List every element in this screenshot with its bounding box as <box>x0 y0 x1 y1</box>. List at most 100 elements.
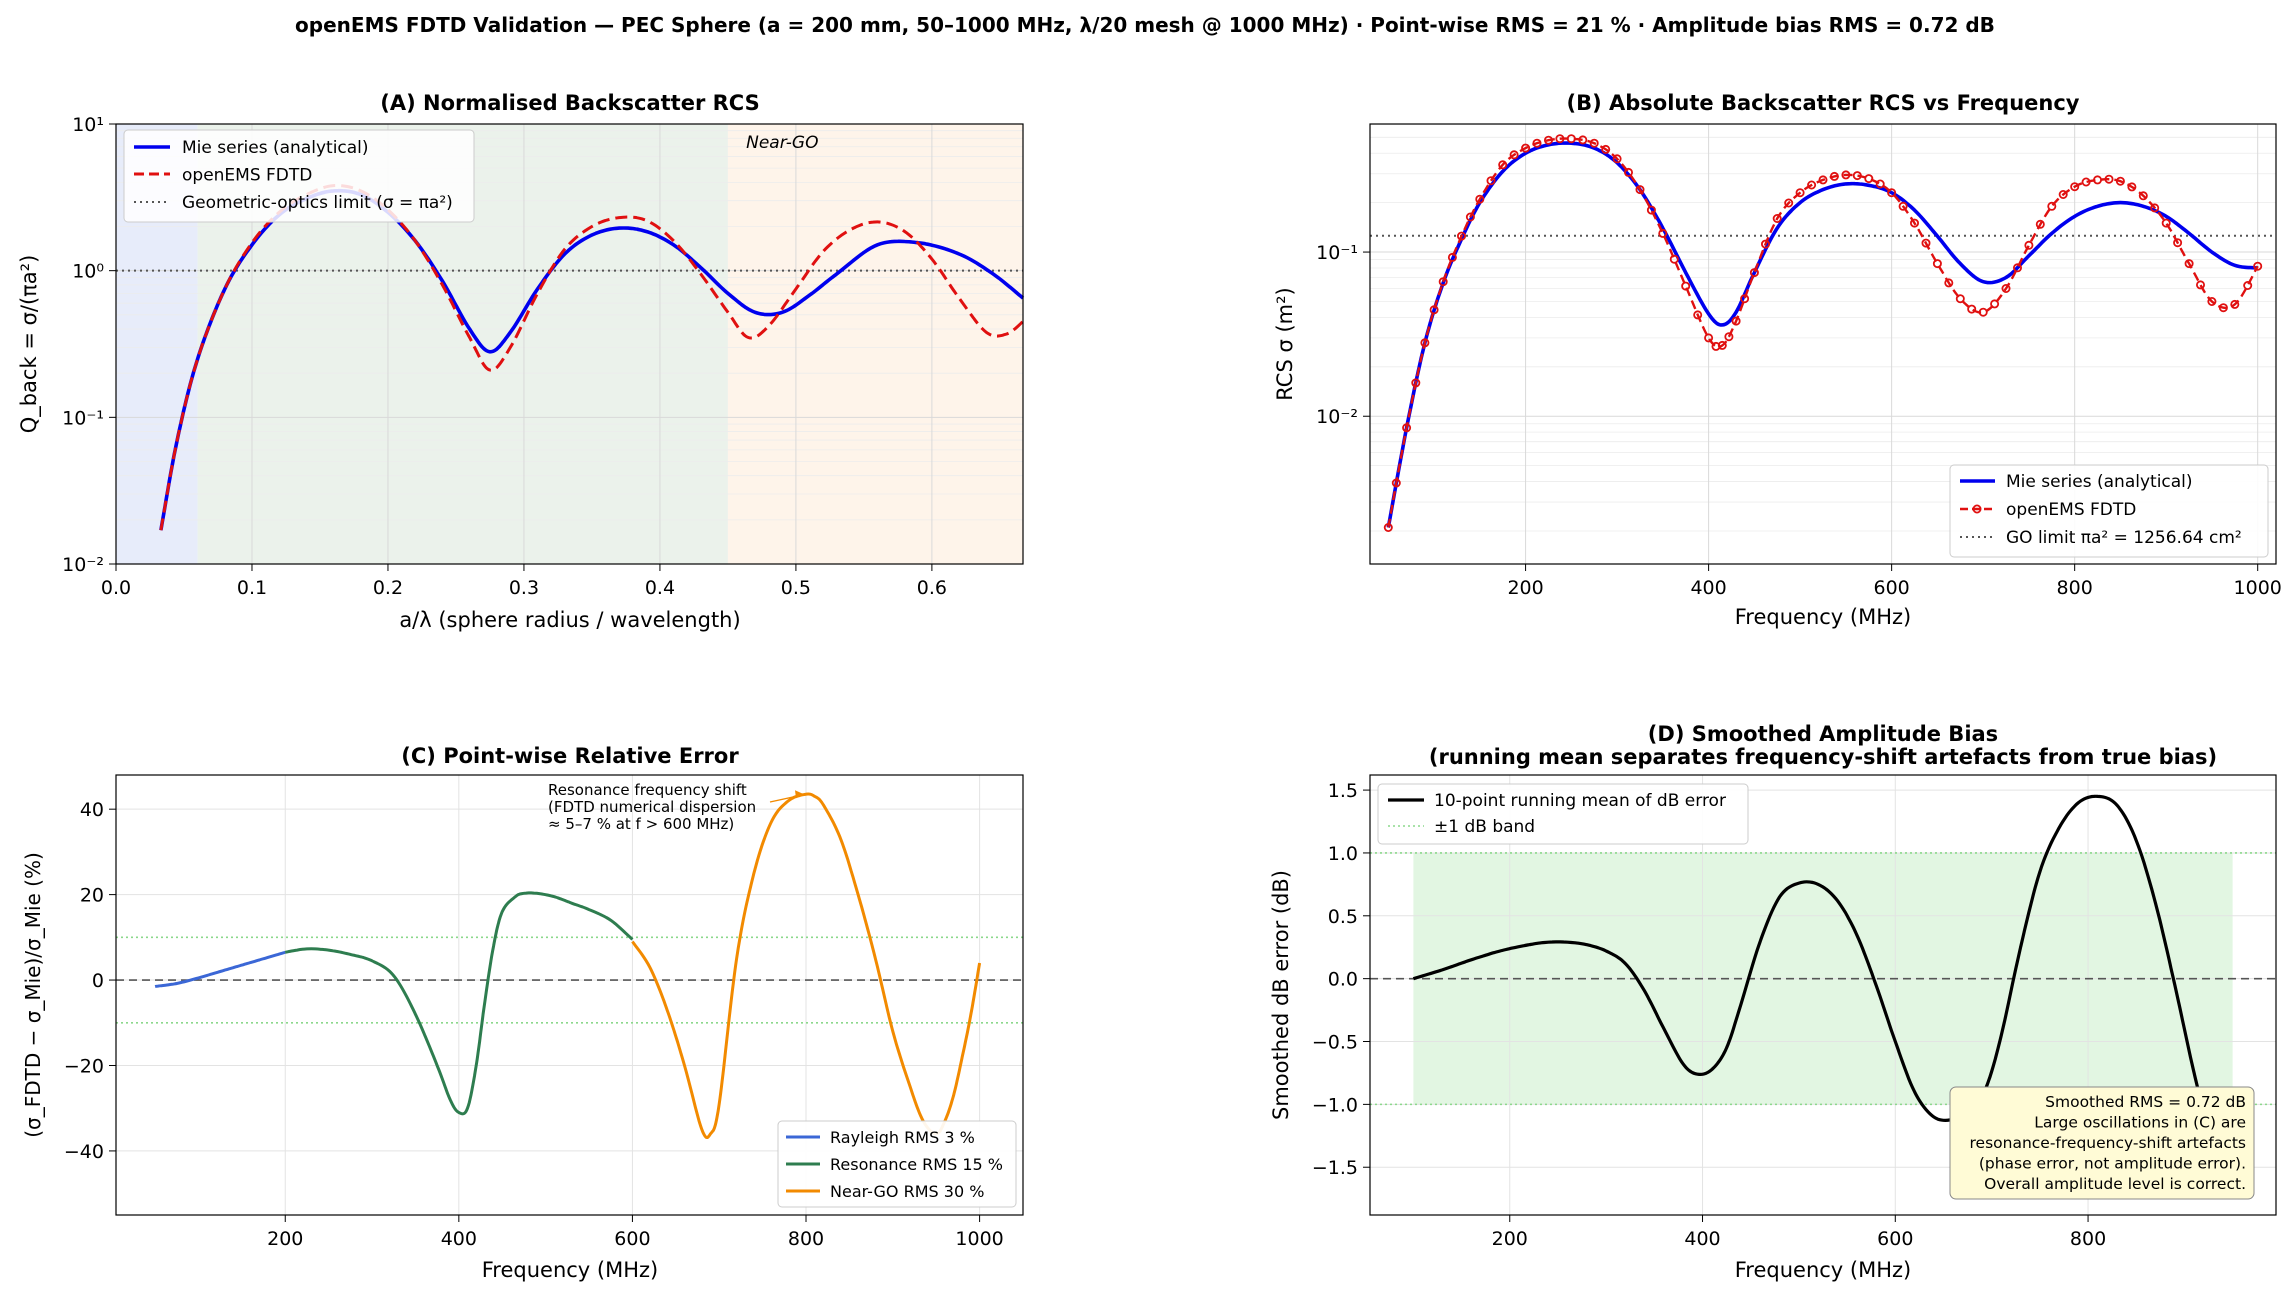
legend-label: Mie series (analytical) <box>2006 472 2193 492</box>
panel-c-title: (C) Point-wise Relative Error <box>401 744 739 768</box>
fdtd-marker <box>1457 231 1467 241</box>
y-tick-label: −40 <box>64 1141 104 1163</box>
figure-title: openEMS FDTD Validation — PEC Sphere (a … <box>295 13 1995 37</box>
y-tick-label: 10⁻¹ <box>1316 242 1358 264</box>
y-tick-label: 1.5 <box>1328 780 1358 802</box>
fdtd-marker <box>1411 378 1421 388</box>
region-near-go <box>727 124 1023 564</box>
y-tick-label: 10⁰ <box>72 261 104 283</box>
legend-label: Geometric-optics limit (σ = πa²) <box>182 193 453 213</box>
x-tick-label: 800 <box>2070 1228 2106 1250</box>
x-tick-label: 200 <box>267 1228 303 1250</box>
panel-b-xlabel: Frequency (MHz) <box>1735 605 1911 629</box>
legend-label: openEMS FDTD <box>182 166 312 186</box>
fdtd-marker <box>2013 263 2023 273</box>
fdtd-marker <box>1818 175 1828 185</box>
panel-d-subtitle: (running mean separates frequency-shift … <box>1429 745 2217 769</box>
x-tick-label: 400 <box>441 1228 477 1250</box>
panel-b-title: (B) Absolute Backscatter RCS vs Frequenc… <box>1567 91 2080 115</box>
fdtd-marker <box>1589 138 1599 148</box>
fdtd-marker <box>2138 191 2148 201</box>
fdtd-marker <box>2058 189 2068 199</box>
x-tick-label: 0.3 <box>509 577 539 599</box>
panel-d-title: (D) Smoothed Amplitude Bias <box>1648 722 1998 746</box>
fdtd-marker <box>2218 303 2228 313</box>
panel-d-ylabel: Smoothed dB error (dB) <box>1269 870 1293 1120</box>
fdtd-marker <box>1898 201 1908 211</box>
fdtd-marker <box>2035 219 2045 229</box>
fdtd-marker <box>2047 201 2057 211</box>
x-tick-label: 800 <box>788 1228 824 1250</box>
panel-a-title: (A) Normalised Backscatter RCS <box>380 91 759 115</box>
legend-label: Resonance RMS 15 % <box>830 1155 1003 1174</box>
fdtd-marker <box>1635 185 1645 195</box>
fdtd-marker <box>1578 135 1588 145</box>
fdtd-marker <box>1383 523 1393 533</box>
annotation-text: (FDTD numerical dispersion <box>548 798 756 816</box>
fdtd-marker <box>1429 305 1439 315</box>
x-tick-label: 0.6 <box>917 577 947 599</box>
fdtd-marker <box>2070 182 2080 192</box>
fdtd-marker <box>1601 144 1611 154</box>
y-tick-label: 10⁻² <box>1316 406 1358 428</box>
fdtd-marker <box>1402 423 1412 433</box>
annotation-text: Resonance frequency shift <box>548 781 747 799</box>
fdtd-marker <box>1932 259 1942 269</box>
y-tick-label: −20 <box>64 1055 104 1077</box>
legend-label: openEMS FDTD <box>2006 500 2136 520</box>
fdtd-marker <box>1555 134 1565 144</box>
panel-b: (B) Absolute Backscatter RCS vs Frequenc… <box>1273 91 2282 629</box>
legend-label: 10-point running mean of dB error <box>1434 791 1726 811</box>
note-line: Overall amplitude level is correct. <box>1984 1175 2246 1193</box>
fdtd-marker <box>2207 296 2217 306</box>
y-tick-label: −1.5 <box>1312 1157 1358 1179</box>
legend-marker-fdtd <box>1972 504 1982 514</box>
fdtd-marker <box>1772 213 1782 223</box>
fdtd-marker <box>1486 176 1496 186</box>
legend-label: Mie series (analytical) <box>182 138 369 158</box>
y-tick-label: 0.5 <box>1328 906 1358 928</box>
y-tick-label: 40 <box>80 799 104 821</box>
fdtd-marker <box>1509 150 1519 160</box>
panel-d-axes <box>1369 774 2277 1216</box>
panel-c-axes <box>115 774 1024 1216</box>
legend-box <box>777 1120 1017 1208</box>
y-tick-label: −0.5 <box>1312 1032 1358 1054</box>
panel-a-xlabel: a/λ (sphere radius / wavelength) <box>399 608 740 632</box>
x-tick-label: 0.1 <box>237 577 267 599</box>
y-tick-label: 10⁻² <box>62 554 104 576</box>
fdtd-marker <box>2161 218 2171 228</box>
fdtd-marker <box>1693 310 1703 320</box>
fdtd-marker <box>1544 135 1554 145</box>
x-tick-label: 1000 <box>2234 577 2282 599</box>
fdtd-marker <box>1795 188 1805 198</box>
fdtd-marker <box>2230 299 2240 309</box>
x-tick-label: 0.0 <box>101 577 131 599</box>
x-tick-label: 400 <box>1684 1228 1720 1250</box>
x-tick-label: 200 <box>1507 577 1543 599</box>
y-tick-label: 10¹ <box>72 114 104 136</box>
y-tick-label: 20 <box>80 885 104 907</box>
fdtd-marker <box>1669 254 1679 264</box>
y-tick-label: 1.0 <box>1328 843 1358 865</box>
x-tick-label: 600 <box>1877 1228 1913 1250</box>
legend-label: Rayleigh RMS 3 % <box>830 1128 975 1147</box>
fdtd-marker <box>1658 228 1668 238</box>
fdtd-marker <box>2195 280 2205 290</box>
x-tick-label: 800 <box>2057 577 2093 599</box>
legend-box <box>1949 464 2269 558</box>
fdtd-marker <box>1717 340 1727 350</box>
legend-label: ±1 dB band <box>1434 817 1535 837</box>
fdtd-marker <box>1784 198 1794 208</box>
legend-box <box>123 129 475 223</box>
fdtd-marker <box>1624 167 1634 177</box>
fdtd-marker <box>1465 212 1475 222</box>
note-box <box>1949 1086 2255 1200</box>
fdtd-marker <box>1420 338 1430 348</box>
fdtd-marker <box>1875 179 1885 189</box>
fdtd-marker <box>1731 316 1741 326</box>
error-line-resonance <box>284 891 634 1116</box>
fdtd-marker <box>1944 278 1954 288</box>
fdtd-marker <box>1841 170 1851 180</box>
